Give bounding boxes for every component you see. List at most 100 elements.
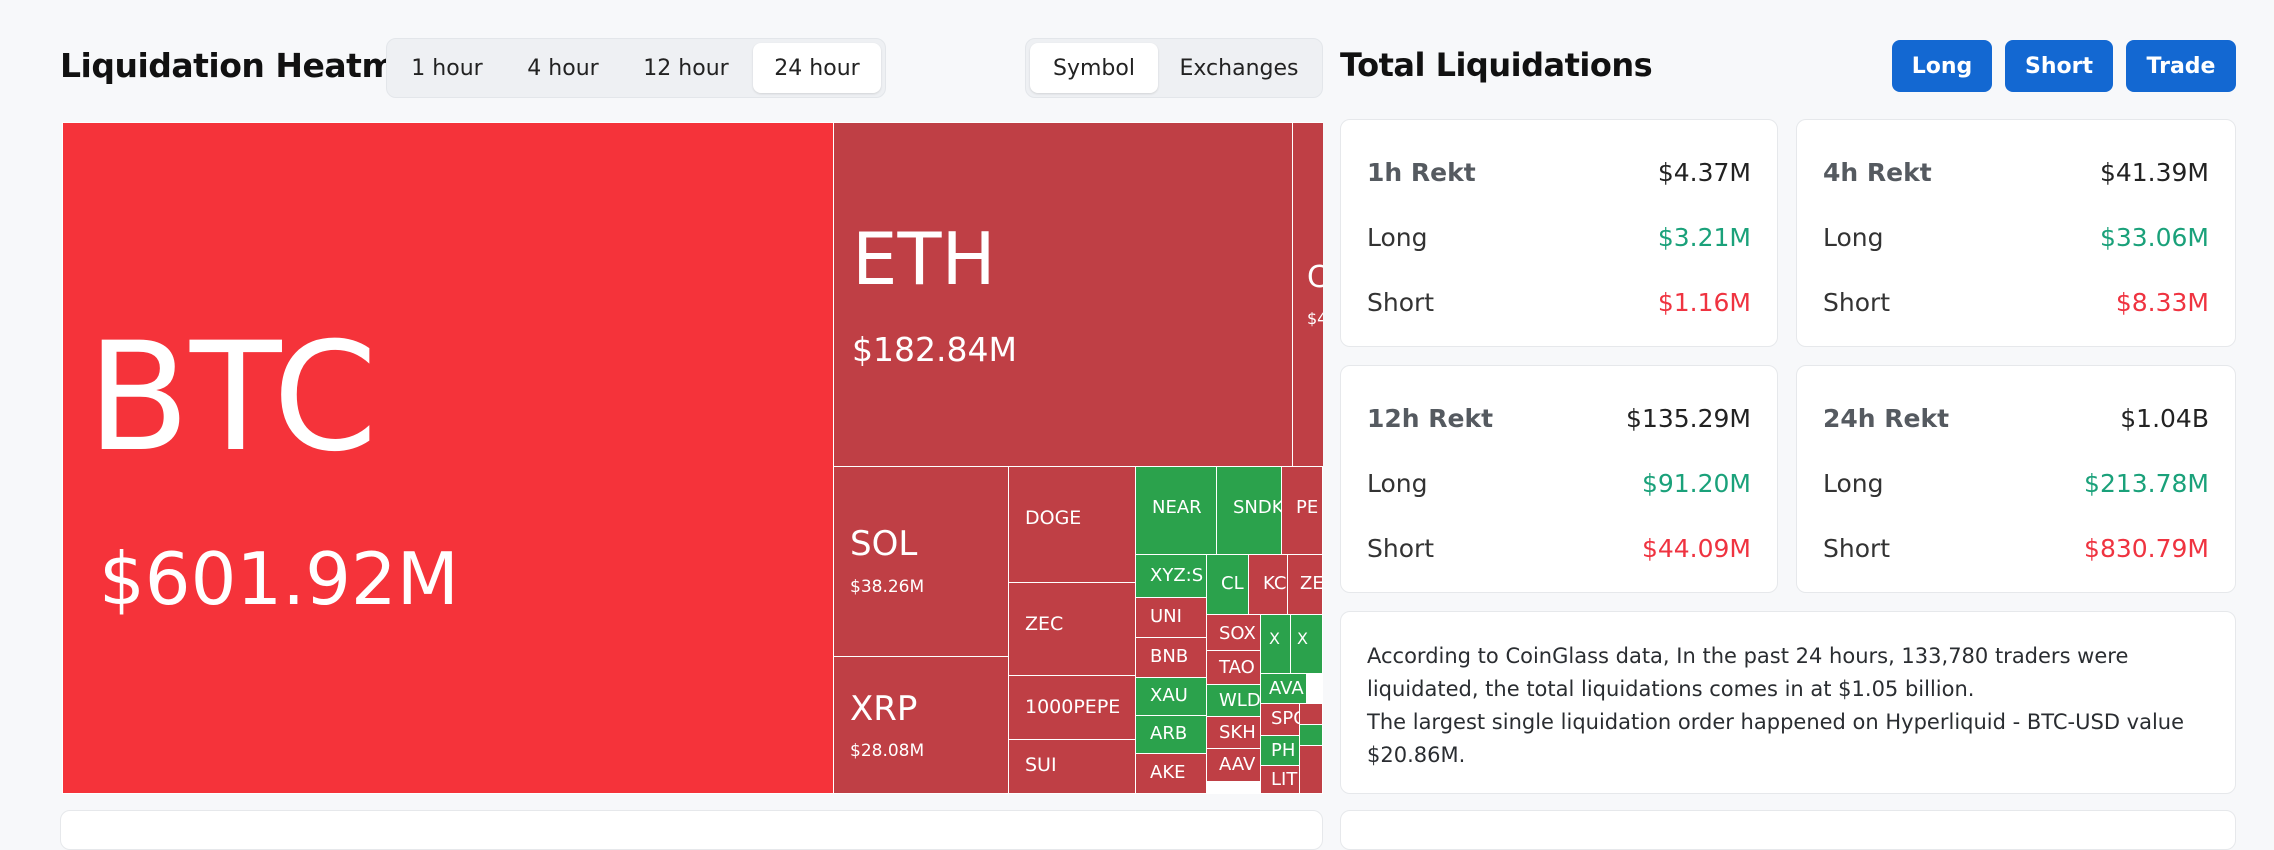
total-liquidations-title: Total Liquidations (1340, 46, 1653, 84)
cell-symbol: WLD (1219, 690, 1261, 711)
short-value: $8.33M (2115, 288, 2209, 317)
cell-value: $182.84M (852, 330, 1017, 369)
cell-symbol: 1000PEPE (1025, 696, 1121, 718)
heatmap-cell-ze[interactable]: ZE (1287, 554, 1323, 615)
heatmap-cell-sox[interactable]: SOX (1206, 614, 1261, 651)
long-value: $213.78M (2084, 469, 2209, 498)
short-value: $44.09M (1641, 534, 1751, 563)
cell-symbol: SOX (1219, 623, 1256, 644)
heatmap-cell-kc[interactable]: KC (1248, 554, 1288, 615)
heatmap-cell-ava[interactable]: AVA (1260, 673, 1307, 704)
summary-line-1: According to CoinGlass data, In the past… (1367, 644, 2129, 701)
heatmap-cell-cl[interactable]: CL (1206, 554, 1249, 615)
cell-symbol: AVA (1269, 678, 1304, 699)
cell-symbol: SOL (850, 524, 918, 564)
heatmap-cell-zec[interactable]: ZEC (1008, 582, 1136, 676)
heatmap-cell[interactable] (1299, 745, 1323, 794)
heatmap-cell-sol[interactable]: SOL $38.26M (833, 466, 1009, 657)
heatmap-cell-ake[interactable]: AKE (1135, 753, 1207, 794)
tab-1-hour[interactable]: 1 hour (411, 55, 483, 81)
cell-value: $4 (1307, 309, 1323, 328)
heatmap-cell-sui[interactable]: SUI (1008, 739, 1136, 794)
cell-symbol: SPC (1271, 708, 1299, 729)
long-label: Long (1367, 223, 1428, 252)
heatmap-cell-lit[interactable]: LIT (1260, 765, 1300, 794)
tab-24-hour[interactable]: 24 hour (753, 43, 881, 93)
trade-button[interactable]: Trade (2126, 40, 2236, 92)
short-button[interactable]: Short (2005, 40, 2113, 92)
heatmap-cell-btc[interactable]: BTC $601.92M (62, 122, 834, 794)
tab-symbol[interactable]: Symbol (1030, 43, 1158, 93)
short-label: Short (1367, 288, 1435, 317)
cell-symbol: ARB (1150, 723, 1188, 744)
card-period: 12h Rekt (1367, 404, 1494, 433)
heatmap-cell-arb[interactable]: ARB (1135, 715, 1207, 754)
card-period: 1h Rekt (1367, 158, 1476, 187)
long-button[interactable]: Long (1892, 40, 1992, 92)
long-label: Long (1823, 223, 1884, 252)
cell-symbol: BTC (87, 311, 378, 485)
heatmap-cell-x[interactable]: X (1290, 614, 1323, 674)
cell-symbol: LIT (1271, 769, 1298, 790)
heatmap-cell-pe[interactable]: PE (1281, 466, 1323, 555)
heatmap-cell-aav[interactable]: AAV (1206, 748, 1261, 782)
heatmap-cell-sndk[interactable]: SNDK (1216, 466, 1282, 555)
heatmap-cell-xyzs[interactable]: XYZ:S (1135, 554, 1207, 598)
cell-symbol: ZE (1300, 573, 1323, 594)
heatmap-cell[interactable] (1299, 724, 1323, 746)
cell-symbol: PE (1296, 497, 1319, 518)
long-value: $33.06M (2099, 223, 2209, 252)
heatmap-cell[interactable] (1299, 703, 1323, 725)
cell-symbol: NEAR (1152, 497, 1202, 518)
cell-symbol: XRP (850, 689, 918, 729)
tab-exchanges[interactable]: Exchanges (1179, 55, 1299, 81)
card-total: $4.37M (1657, 158, 1751, 187)
cell-symbol: PH (1271, 740, 1296, 761)
heatmap-cell-c[interactable]: C $4 (1292, 122, 1323, 467)
cell-symbol: XAU (1150, 685, 1188, 706)
heatmap-cell-tao[interactable]: TAO (1206, 650, 1261, 685)
cell-symbol: SNDK (1233, 497, 1282, 518)
cell-symbol: X (1269, 629, 1280, 648)
cell-symbol: X (1297, 629, 1308, 648)
cell-symbol: TAO (1219, 657, 1255, 678)
cell-symbol: AKE (1150, 762, 1186, 783)
heatmap-cell-doge[interactable]: DOGE (1008, 466, 1136, 583)
heatmap-cell-near[interactable]: NEAR (1135, 466, 1217, 555)
heatmap-cell-1000pepe[interactable]: 1000PEPE (1008, 675, 1136, 740)
cell-symbol: CL (1221, 573, 1244, 594)
heatmap-cell-xau[interactable]: XAU (1135, 677, 1207, 716)
card-total: $135.29M (1626, 404, 1751, 433)
long-label: Long (1823, 469, 1884, 498)
heatmap-cell-uni[interactable]: UNI (1135, 597, 1207, 638)
cell-value: $28.08M (850, 741, 925, 761)
cell-symbol: ETH (852, 217, 996, 301)
heatmap-cell-spc[interactable]: SPC (1260, 703, 1300, 736)
bottom-panel-right (1340, 810, 2236, 850)
heatmap-cell-ph[interactable]: PH (1260, 735, 1300, 766)
heatmap-cell-x[interactable]: X (1260, 614, 1291, 674)
tab-4-hour[interactable]: 4 hour (527, 55, 599, 81)
card-period: 24h Rekt (1823, 404, 1950, 433)
cell-symbol: ZEC (1025, 613, 1064, 635)
cell-symbol: UNI (1150, 606, 1182, 627)
cell-symbol: KC (1263, 573, 1287, 594)
card-total: $41.39M (2099, 158, 2209, 187)
cell-symbol: C (1307, 263, 1323, 293)
summary-line-2: The largest single liquidation order hap… (1367, 710, 2185, 767)
short-label: Short (1823, 534, 1891, 563)
short-label: Short (1367, 534, 1435, 563)
short-value: $1.16M (1657, 288, 1751, 317)
tab-12-hour[interactable]: 12 hour (643, 55, 729, 81)
liquidation-heatmap: BTC $601.92M ETH $182.84M C $4 SOL $38.26M XRP $2… (62, 122, 1323, 794)
long-value: $3.21M (1657, 223, 1751, 252)
heatmap-cell-skh[interactable]: SKH (1206, 716, 1261, 749)
heatmap-cell-eth[interactable]: ETH $182.84M (833, 122, 1293, 467)
summary-text: According to CoinGlass data, In the past… (1367, 640, 2209, 772)
cell-symbol: BNB (1150, 646, 1189, 667)
time-range-tabs: 1 hour 4 hour 12 hour 24 hour (386, 38, 886, 98)
heatmap-cell-xrp[interactable]: XRP $28.08M (833, 656, 1009, 794)
cell-value: $38.26M (850, 577, 925, 597)
heatmap-cell-bnb[interactable]: BNB (1135, 637, 1207, 678)
heatmap-cell-wld[interactable]: WLD (1206, 684, 1261, 717)
